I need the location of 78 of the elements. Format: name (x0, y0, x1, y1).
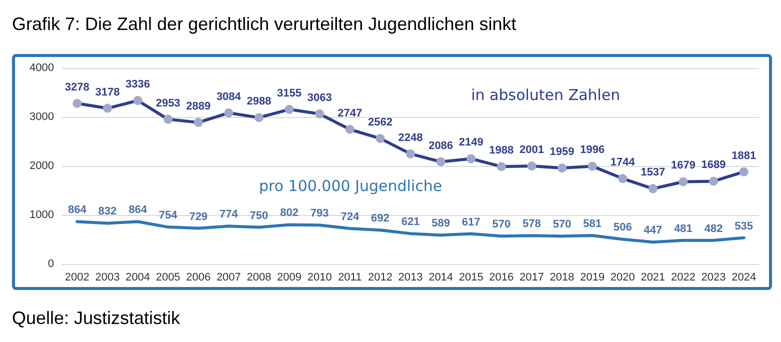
data-label: 750 (250, 210, 268, 222)
data-label: 3084 (216, 90, 242, 103)
data-label: 570 (492, 218, 511, 231)
x-tick-label: 2005 (156, 272, 180, 284)
data-label: 570 (552, 218, 572, 231)
data-label: 1996 (580, 144, 605, 156)
source-note: Quelle: Justizstatistik (12, 308, 180, 329)
data-label: 3178 (95, 86, 120, 98)
y-tick-label: 0 (48, 258, 54, 270)
data-label: 754 (158, 210, 178, 222)
data-label: 864 (68, 204, 88, 216)
x-tick-label: 2007 (216, 272, 241, 284)
data-label: 447 (644, 224, 662, 237)
data-label: 2086 (428, 140, 454, 152)
chart-title: Grafik 7: Die Zahl der gerichtlich verurteilten Jugendlichen sinkt (12, 14, 516, 35)
x-tick-label: 2009 (277, 272, 302, 284)
data-label: 1744 (610, 156, 636, 169)
data-label: 3336 (126, 78, 150, 91)
x-tick-label: 2004 (126, 272, 150, 284)
x-tick-label: 2010 (307, 272, 332, 284)
text: pro 100.000 Jugendliche (258, 176, 442, 195)
data-label: 535 (734, 220, 754, 232)
data-label: 802 (280, 207, 298, 220)
data-label: 2562 (368, 116, 392, 128)
data-label: 506 (613, 222, 632, 234)
x-tick-label: 2024 (732, 272, 756, 284)
x-tick-label: 2002 (64, 272, 90, 284)
data-label: 578 (522, 218, 541, 230)
data-label: 2889 (186, 100, 211, 112)
data-label: 481 (674, 222, 692, 235)
x-tick-label: 2022 (670, 272, 696, 284)
data-label: 1679 (670, 160, 696, 172)
data-label: 589 (432, 218, 450, 230)
x-tick-label: 2012 (368, 272, 392, 284)
x-tick-label: 2008 (246, 272, 272, 284)
text: in absoluten Zahlen (471, 86, 620, 104)
x-tick-label: 2016 (489, 272, 514, 284)
data-label: 617 (462, 216, 480, 228)
data-label: 2953 (156, 97, 180, 110)
x-tick-label: 2018 (550, 272, 574, 284)
x-tick-label: 2019 (580, 272, 605, 284)
y-tick-label: 2000 (30, 160, 54, 172)
data-label: 729 (189, 210, 208, 223)
data-label: 2248 (398, 132, 423, 144)
data-label: 1881 (732, 150, 756, 162)
data-label: 1537 (640, 166, 666, 179)
x-tick-label: 2015 (458, 272, 484, 284)
x-tick-label: 2003 (95, 272, 120, 284)
data-label: 3278 (64, 81, 90, 94)
x-tick-label: 2017 (519, 272, 544, 284)
data-label: 1959 (550, 146, 574, 158)
data-label: 692 (371, 212, 390, 225)
data-label: 1689 (701, 159, 726, 172)
data-label: 482 (704, 222, 723, 235)
data-label: 864 (128, 204, 148, 216)
data-label: 3063 (307, 92, 332, 104)
data-label: 2988 (246, 96, 272, 108)
x-tick-label: 2023 (701, 272, 726, 284)
data-label: 724 (340, 211, 360, 224)
x-tick-label: 2021 (640, 272, 666, 284)
x-tick-label: 2013 (398, 272, 423, 284)
data-label: 1988 (489, 144, 514, 157)
data-label: 774 (219, 208, 239, 221)
data-label: 793 (310, 208, 329, 220)
data-label: 832 (98, 206, 117, 218)
x-tick-label: 2011 (338, 272, 362, 284)
data-label: 2149 (458, 136, 484, 149)
x-tick-label: 2020 (610, 272, 635, 284)
x-tick-label: 2006 (186, 272, 211, 284)
data-label: 2747 (338, 107, 362, 120)
data-label: 621 (401, 216, 420, 228)
data-label: 2001 (519, 144, 544, 156)
data-label: 3155 (277, 87, 302, 100)
y-tick-label: 3000 (30, 111, 54, 123)
data-label: 581 (583, 218, 602, 230)
y-tick-label: 1000 (30, 209, 54, 221)
x-tick-label: 2014 (428, 272, 454, 284)
y-tick-label: 4000 (30, 62, 54, 74)
